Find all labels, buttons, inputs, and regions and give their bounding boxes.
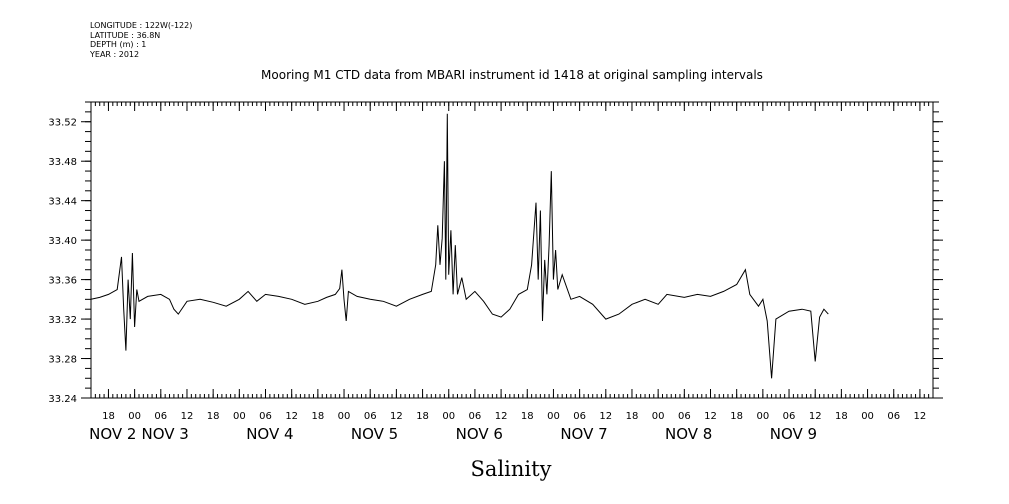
y-tick-label: 33.28: [48, 355, 77, 366]
x-tick-label: 06: [154, 411, 167, 422]
x-tick-label: 00: [233, 411, 246, 422]
latitude-label: LATITUDE : 36.8N: [90, 30, 161, 40]
x-tick-label: 06: [469, 411, 482, 422]
x-date-label: NOV 7: [560, 425, 607, 443]
salinity-series-line: [90, 113, 829, 379]
x-date-label: NOV 8: [665, 425, 712, 443]
y-tick-label: 33.36: [48, 276, 77, 287]
year-label: YEAR : 2012: [90, 49, 140, 59]
y-tick-label: 33.40: [48, 236, 77, 247]
y-tick-label: 33.32: [48, 315, 77, 326]
y-tick-label: 33.44: [48, 197, 77, 208]
x-tick-label: 00: [652, 411, 665, 422]
x-tick-label: 06: [783, 411, 796, 422]
y-tick-label: 33.24: [48, 394, 77, 405]
plot-frame: [90, 101, 934, 399]
x-date-label: NOV 6: [456, 425, 503, 443]
x-tick-label: 12: [599, 411, 612, 422]
x-tick-label: 00: [442, 411, 455, 422]
x-tick-label: 18: [521, 411, 534, 422]
x-tick-label: 12: [390, 411, 403, 422]
longitude-label: LONGITUDE : 122W(-122): [90, 21, 193, 30]
x-tick-label: 18: [626, 411, 639, 422]
station-metadata: LONGITUDE : 122W(-122) LATITUDE : 36.8N …: [90, 21, 192, 59]
y-tick-label: 33.52: [48, 118, 77, 129]
x-tick-label: 12: [704, 411, 717, 422]
x-tick-label: 12: [809, 411, 822, 422]
x-date-label: NOV 2: [89, 425, 136, 443]
x-tick-label: 06: [259, 411, 272, 422]
depth-label: DEPTH (m) : 1: [90, 40, 147, 49]
y-tick-label: 33.48: [48, 157, 77, 168]
x-tick-label: 00: [547, 411, 560, 422]
x-tick-label: 06: [887, 411, 900, 422]
x-tick-label: 18: [416, 411, 429, 422]
x-tick-label: 12: [914, 411, 927, 422]
axis-labels: 18 00 06 12 18 00 06 12 18 00 06 12 18 00 06 12 18 00 06 12…: [48, 118, 926, 443]
x-tick-label: 12: [181, 411, 194, 422]
x-tick-label: 18: [835, 411, 848, 422]
x-date-label: NOV 4: [246, 425, 293, 443]
x-tick-label: 18: [730, 411, 743, 422]
x-tick-label: 00: [756, 411, 769, 422]
x-tick-label: 06: [573, 411, 586, 422]
x-tick-label: 18: [311, 411, 324, 422]
x-date-label: NOV 9: [770, 425, 817, 443]
x-tick-label: 00: [861, 411, 874, 422]
chart-title: Mooring M1 CTD data from MBARI instrumen…: [261, 68, 763, 82]
x-date-label: NOV 3: [141, 425, 188, 443]
x-tick-label: 00: [128, 411, 141, 422]
x-tick-label: 06: [678, 411, 691, 422]
x-tick-label: 00: [338, 411, 351, 422]
x-tick-label: 12: [285, 411, 298, 422]
x-tick-label: 18: [207, 411, 220, 422]
axis-ticks: [81, 101, 943, 399]
x-date-label: NOV 5: [351, 425, 398, 443]
x-tick-label: 06: [364, 411, 377, 422]
x-tick-label: 18: [102, 411, 115, 422]
x-tick-label: 12: [495, 411, 508, 422]
x-axis-title: Salinity: [471, 457, 552, 481]
